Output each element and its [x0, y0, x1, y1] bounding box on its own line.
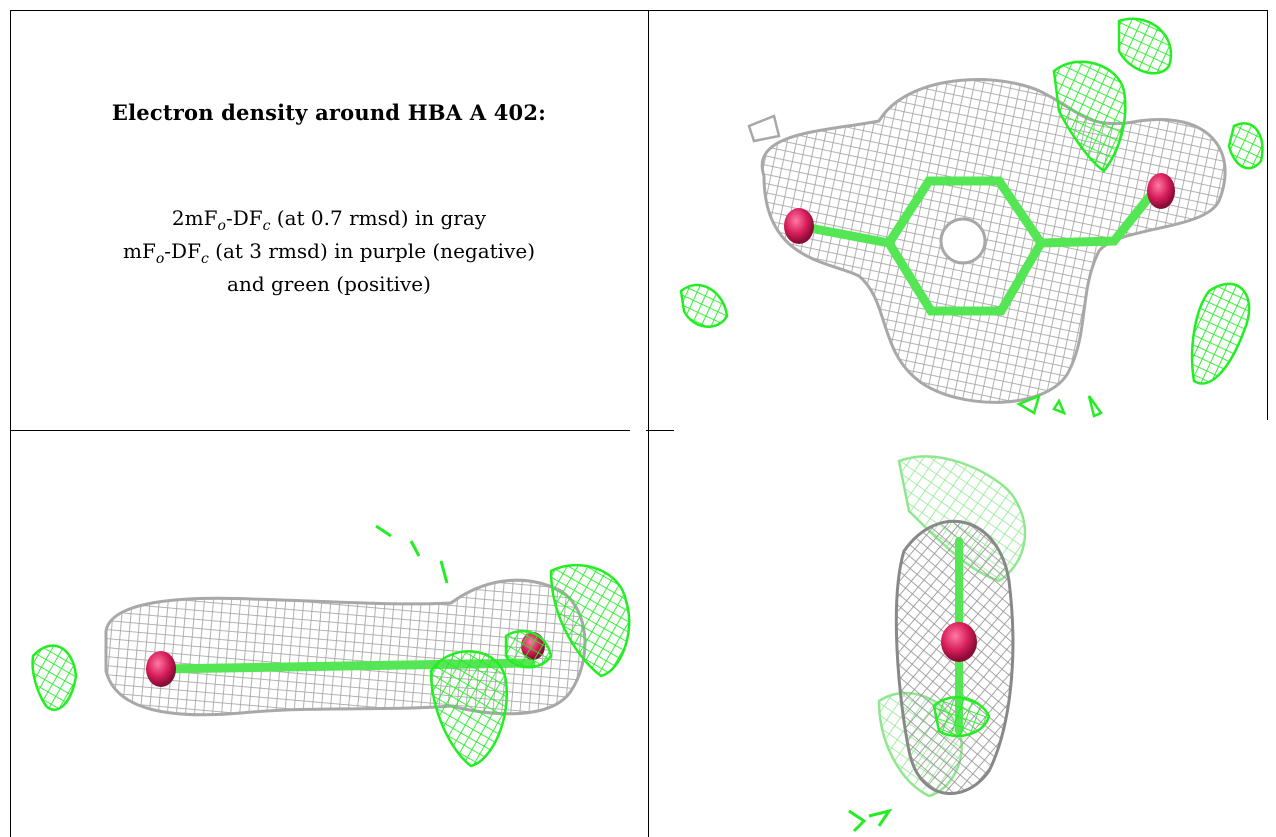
hba-ligand-density-front-icon: [679, 17, 1264, 418]
figure-title: Electron density around HBA A 402:: [111, 100, 547, 125]
density-panel-side-view: [11, 431, 648, 837]
border-middle: [648, 10, 649, 837]
border-center-left: [10, 430, 630, 431]
caption-line-gray: 2mFo-DFc (at 0.7 rmsd) in gray: [171, 206, 487, 234]
border-center-mid: [646, 430, 674, 431]
green-positive-mesh: [429, 650, 509, 768]
caption-line-difference: mFo-DFc (at 3 rmsd) in purple (negative): [123, 239, 535, 267]
density-panel-top-view: [649, 11, 1267, 430]
oxygen-atom: [146, 651, 176, 687]
green-positive-mesh: [1052, 60, 1127, 173]
density-panel-end-view: [649, 431, 1267, 837]
caption-line-positive: and green (positive): [227, 272, 431, 296]
caption-cell: Electron density around HBA A 402: 2mFo-…: [10, 10, 648, 430]
border-right: [1267, 10, 1268, 420]
green-positive-mesh: [932, 696, 991, 738]
hba-ligand-density-end-icon: [848, 455, 1027, 833]
hba-ligand-density-side-icon: [31, 524, 631, 768]
oxygen-atom: [1147, 173, 1175, 209]
oxygen-atom: [784, 208, 814, 244]
gray-density-mesh: [760, 78, 1227, 404]
oxygen-atom: [941, 622, 977, 662]
border-top: [10, 10, 1268, 11]
border-left: [10, 10, 11, 837]
figure-grid: Electron density around HBA A 402: 2mFo-…: [10, 10, 1268, 837]
ligand-stick: [794, 176, 1159, 316]
